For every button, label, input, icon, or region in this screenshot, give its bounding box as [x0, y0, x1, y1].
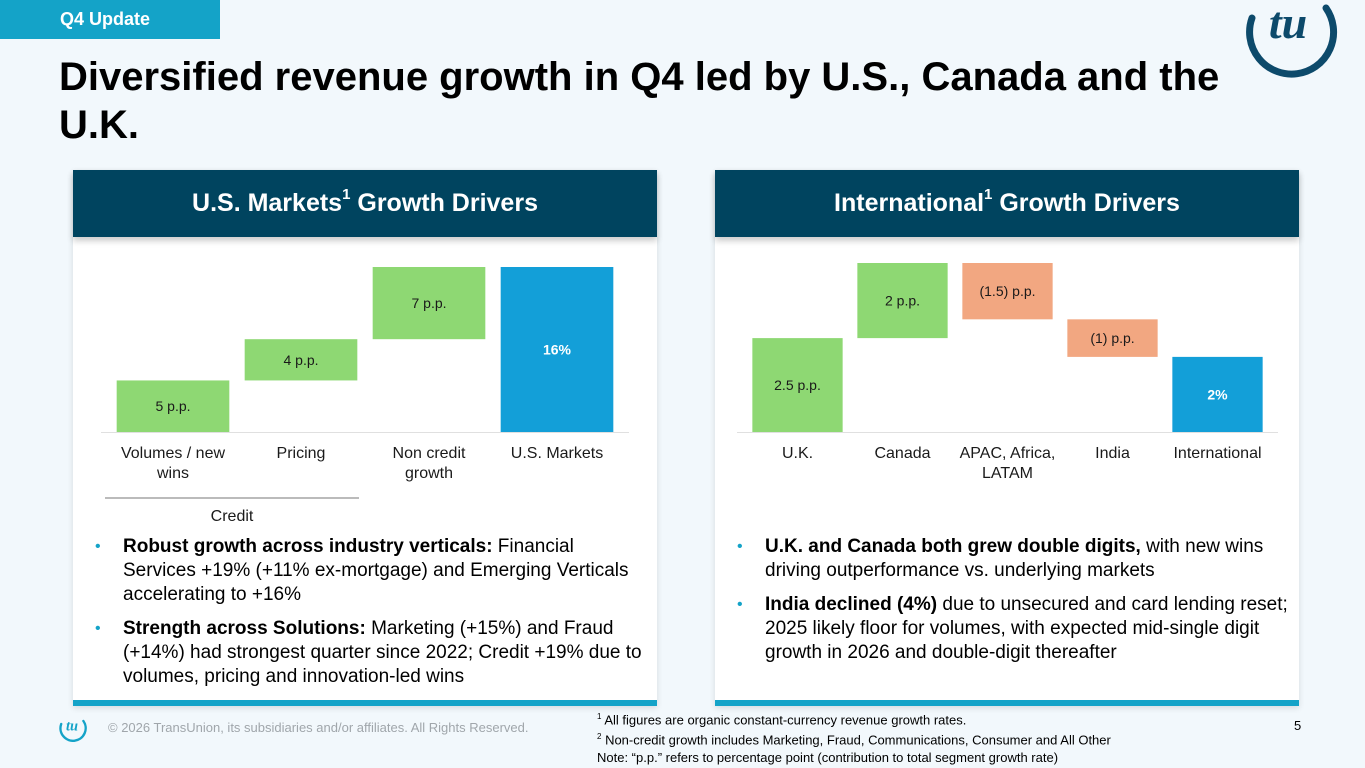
bullet-text: due to unsecured and card lending reset;… — [765, 594, 1288, 663]
waterfall-bar — [752, 338, 843, 432]
category-label: growth — [405, 465, 453, 482]
footnote-ref: 1 — [342, 186, 351, 203]
waterfall-bar — [1067, 319, 1158, 357]
waterfall-bar — [372, 267, 486, 340]
transunion-logo-icon: tu — [1246, 0, 1338, 78]
copyright-text: © 2026 TransUnion, its subsidiaries and/… — [108, 720, 529, 735]
category-label: India — [1095, 445, 1130, 462]
waterfall-bar — [962, 263, 1053, 320]
bar-value-label: (1) p.p. — [1090, 330, 1134, 346]
bullet-text: Marketing (+15%) and Fraud (+14%) had st… — [123, 618, 642, 687]
category-label: U.K. — [782, 445, 813, 462]
group-label: Credit — [211, 508, 254, 525]
category-label: U.S. Markets — [511, 445, 603, 462]
bullet-bold: U.K. and Canada both grew double digits, — [765, 536, 1141, 557]
bullet-bold: Strength across Solutions: — [123, 618, 366, 639]
international-panel: International1 Growth Drivers 2.5 p.p. U.… — [715, 170, 1299, 706]
bar-value-label: 4 p.p. — [283, 352, 318, 368]
us-markets-waterfall-chart: 5 p.p. Volumes / new wins 4 p.p. Pricing 7 p.… — [101, 267, 629, 525]
header-rest: Growth Drivers — [350, 189, 538, 217]
bullet-item: Robust growth across industry verticals:… — [87, 535, 647, 607]
us-markets-bullets: Robust growth across industry verticals:… — [87, 535, 647, 699]
bullet-bold: India declined (4%) — [765, 594, 938, 615]
category-label: APAC, Africa, — [960, 445, 1056, 462]
svg-text:tu: tu — [1269, 0, 1307, 48]
bullet-item: Strength across Solutions: Marketing (+1… — [87, 617, 647, 689]
category-label: Volumes / new — [121, 445, 226, 462]
waterfall-bar — [244, 339, 358, 381]
footnote-ref: 1 — [984, 186, 993, 203]
category-label: wins — [156, 465, 189, 482]
bar-value-label: 2.5 p.p. — [774, 377, 821, 393]
bar-value-label: 2 p.p. — [885, 293, 920, 309]
bar-value-label: 2% — [1207, 386, 1228, 402]
panel-accent-bar — [715, 700, 1299, 706]
bar-value-label: 7 p.p. — [411, 295, 446, 311]
page-title: Diversified revenue growth in Q4 led by … — [59, 55, 1220, 147]
bullet-text: with new wins driving outperformance vs.… — [765, 536, 1264, 581]
category-label: Canada — [874, 445, 930, 462]
category-label: Non credit — [393, 445, 466, 462]
international-bullets: U.K. and Canada both grew double digits,… — [729, 535, 1289, 675]
category-label: International — [1173, 445, 1261, 462]
footnotes: 1 All figures are organic constant-curre… — [597, 708, 1111, 766]
svg-text:tu: tu — [66, 719, 78, 735]
category-label: LATAM — [982, 465, 1033, 482]
header-rest: Growth Drivers — [992, 189, 1180, 217]
section-tag: Q4 Update — [0, 0, 220, 39]
panel-accent-bar — [73, 700, 657, 706]
international-waterfall-chart: 2.5 p.p. U.K. 2 p.p. Canada (1.5) p.p. APAC, … — [737, 263, 1278, 482]
footnote-note: Note: “p.p.” refers to percentage point … — [597, 749, 1059, 765]
footnote-text: Non-credit growth includes Marketing, Fr… — [601, 732, 1111, 748]
footnote-number: 1 — [597, 712, 602, 721]
footnote-number: 2 — [597, 732, 602, 742]
header-main: U.S. Markets — [192, 189, 343, 217]
waterfall-bar — [116, 380, 230, 432]
bullet-item: U.K. and Canada both grew double digits,… — [729, 535, 1289, 583]
footnote-2: 2 Non-credit growth includes Marketing, … — [597, 728, 1111, 748]
us-markets-header: U.S. Markets1 Growth Drivers — [73, 170, 657, 237]
bullet-bold: Robust growth across industry verticals: — [123, 536, 493, 557]
bar-value-label: 16% — [543, 342, 572, 358]
page-number: 5 — [1294, 718, 1302, 733]
waterfall-bar — [500, 267, 614, 432]
footnote-1: 1 All figures are organic constant-curre… — [597, 708, 1111, 728]
us-markets-panel: U.S. Markets1 Growth Drivers 5 p.p. Volum… — [73, 170, 657, 706]
waterfall-bar — [1172, 356, 1263, 432]
bar-value-label: (1.5) p.p. — [979, 283, 1035, 299]
category-label: Pricing — [277, 445, 326, 462]
bar-value-label: 5 p.p. — [155, 398, 190, 414]
bullet-item: India declined (4%) due to unsecured and… — [729, 593, 1289, 665]
international-header: International1 Growth Drivers — [715, 170, 1299, 237]
waterfall-bar — [857, 263, 948, 339]
bullet-text: Financial Services +19% (+11% ex-mortgag… — [123, 536, 629, 605]
footnote-text: All figures are organic constant-currenc… — [601, 712, 967, 728]
transunion-footer-logo-icon: tu — [59, 719, 87, 742]
header-main: International — [834, 189, 985, 217]
